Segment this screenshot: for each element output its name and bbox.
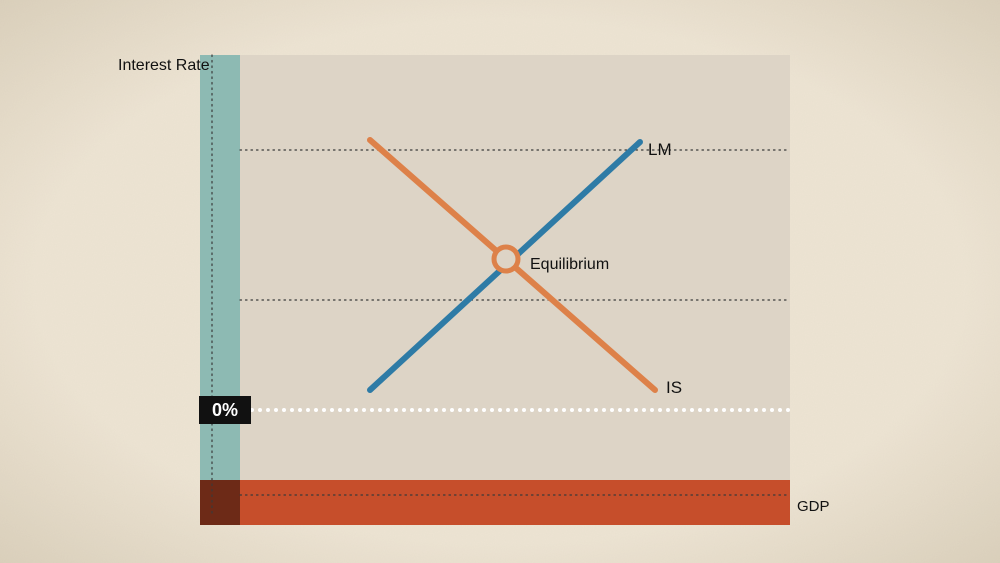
zero-percent-marker: 0% <box>199 396 251 424</box>
y-axis-label: Interest Rate <box>118 57 210 75</box>
is-label: IS <box>666 378 682 398</box>
islm-chart: Interest Rate GDP LM IS Equilibrium 0% <box>0 0 1000 563</box>
x-axis-label: GDP <box>797 498 830 515</box>
lm-label: LM <box>648 140 672 160</box>
chart-svg <box>0 0 1000 563</box>
equilibrium-label: Equilibrium <box>530 256 609 274</box>
